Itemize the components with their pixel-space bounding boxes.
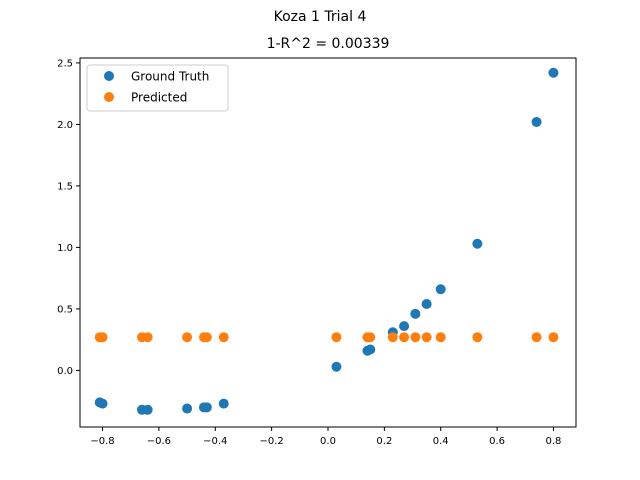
legend-box xyxy=(86,64,229,112)
x-tick-label: 0.8 xyxy=(546,436,562,447)
ground-truth-point xyxy=(201,402,212,413)
predicted-point xyxy=(97,332,108,343)
predicted-point xyxy=(201,332,212,343)
predicted-point xyxy=(331,332,342,343)
x-tick-label: 0.0 xyxy=(320,436,336,447)
y-tick-label: 0.0 xyxy=(57,366,73,377)
ground-truth-point xyxy=(97,398,108,409)
ground-truth-point xyxy=(399,321,410,332)
y-tick-label: 0.5 xyxy=(57,304,73,315)
legend-label-ground-truth: Ground Truth xyxy=(131,70,209,84)
x-tick-label: 0.6 xyxy=(489,436,505,447)
predicted-point xyxy=(435,332,446,343)
predicted-point xyxy=(531,332,542,343)
x-axis-ticks: −0.8 −0.6 −0.4 −0.2 0.0 0.2 0.4 0.6 0.8 xyxy=(90,427,561,447)
ground-truth-point xyxy=(548,67,559,78)
ground-truth-point xyxy=(331,361,342,372)
ground-truth-point xyxy=(421,299,432,309)
ground-truth-point xyxy=(435,284,446,295)
predicted-point xyxy=(548,332,559,343)
predicted-point xyxy=(387,332,398,343)
figure-suptitle: Koza 1 Trial 4 xyxy=(274,9,367,25)
ground-truth-point xyxy=(531,116,542,127)
x-tick-label: −0.4 xyxy=(203,436,227,447)
predicted-point xyxy=(182,332,193,343)
predicted-point xyxy=(472,332,483,343)
ground-truth-point xyxy=(365,344,376,355)
x-tick-label: 0.2 xyxy=(376,436,392,447)
legend-label-predicted: Predicted xyxy=(131,91,187,105)
legend-marker-predicted xyxy=(104,92,114,102)
legend-marker-ground-truth xyxy=(104,71,114,81)
ground-truth-point xyxy=(182,403,193,414)
x-tick-label: 0.4 xyxy=(433,436,449,447)
plot-points xyxy=(94,67,559,415)
ground-truth-point xyxy=(410,308,421,319)
x-tick-label: −0.6 xyxy=(147,436,171,447)
y-tick-label: 1.0 xyxy=(57,243,73,254)
y-tick-label: 2.0 xyxy=(57,120,73,131)
predicted-point xyxy=(410,332,421,343)
ground-truth-point xyxy=(472,238,483,249)
predicted-point xyxy=(399,332,410,343)
ground-truth-point xyxy=(142,404,153,415)
predicted-point xyxy=(218,332,229,343)
chart-title: 1-R^2 = 0.00339 xyxy=(267,36,390,52)
x-tick-label: −0.2 xyxy=(259,436,283,447)
legend: Ground Truth Predicted xyxy=(86,64,229,112)
predicted-point xyxy=(421,332,432,343)
y-tick-label: 1.5 xyxy=(57,181,73,192)
y-axis-ticks: 0.0 0.5 1.0 1.5 2.0 2.5 xyxy=(57,58,80,377)
ground-truth-point xyxy=(218,398,229,409)
y-tick-label: 2.5 xyxy=(57,58,73,69)
predicted-point xyxy=(142,332,153,343)
x-tick-label: −0.8 xyxy=(90,436,114,447)
predicted-point xyxy=(365,332,376,343)
